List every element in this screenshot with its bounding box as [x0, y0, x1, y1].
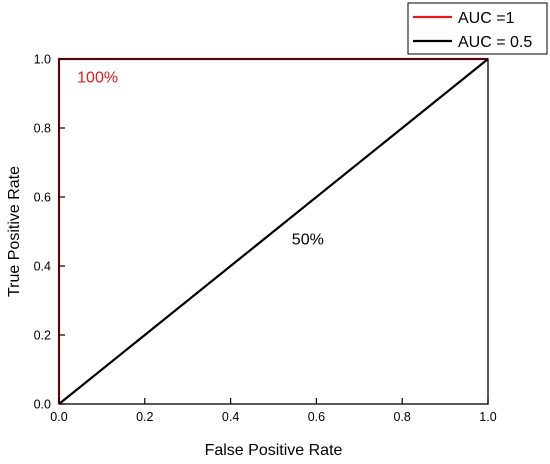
- y-tick-label: 0.4: [34, 260, 51, 274]
- legend-label: AUC = 0.5: [458, 34, 532, 51]
- y-axis-label: True Positive Rate: [6, 166, 23, 297]
- annotation-layer: 100% 50%: [77, 69, 324, 248]
- series-line-1: [58, 58, 489, 405]
- y-tick-label: 0.2: [34, 329, 51, 343]
- annotation-label: 50%: [292, 231, 324, 248]
- annotation-label: 100%: [77, 69, 118, 86]
- x-tick-label: 1.0: [479, 410, 496, 424]
- series-layer: [57, 57, 489, 405]
- y-tick-label: 0.8: [34, 122, 51, 136]
- y-tick-label: 0.0: [34, 398, 51, 412]
- x-tick-label: 0.6: [308, 410, 325, 424]
- legend-box: [407, 2, 548, 55]
- legend-label: AUC =1: [458, 10, 515, 27]
- y-tick-label: 1.0: [34, 53, 51, 67]
- legend: AUC =1 AUC = 0.5: [407, 2, 548, 55]
- x-tick-label: 0.4: [222, 410, 239, 424]
- x-axis-label: False Positive Rate: [205, 442, 343, 459]
- x-tick-label: 0.2: [136, 410, 153, 424]
- x-tick-label: 0.0: [50, 410, 67, 424]
- ticks-layer: 0.0 0.2 0.4 0.6 0.8 1.0 0.0 0.2 0.4 0.6 0.8 1.0: [34, 53, 497, 425]
- y-tick-label: 0.6: [34, 191, 51, 205]
- legend-items: AUC =1 AUC = 0.5: [413, 10, 532, 51]
- x-tick-label: 0.8: [394, 410, 411, 424]
- plot-frame: [58, 58, 489, 405]
